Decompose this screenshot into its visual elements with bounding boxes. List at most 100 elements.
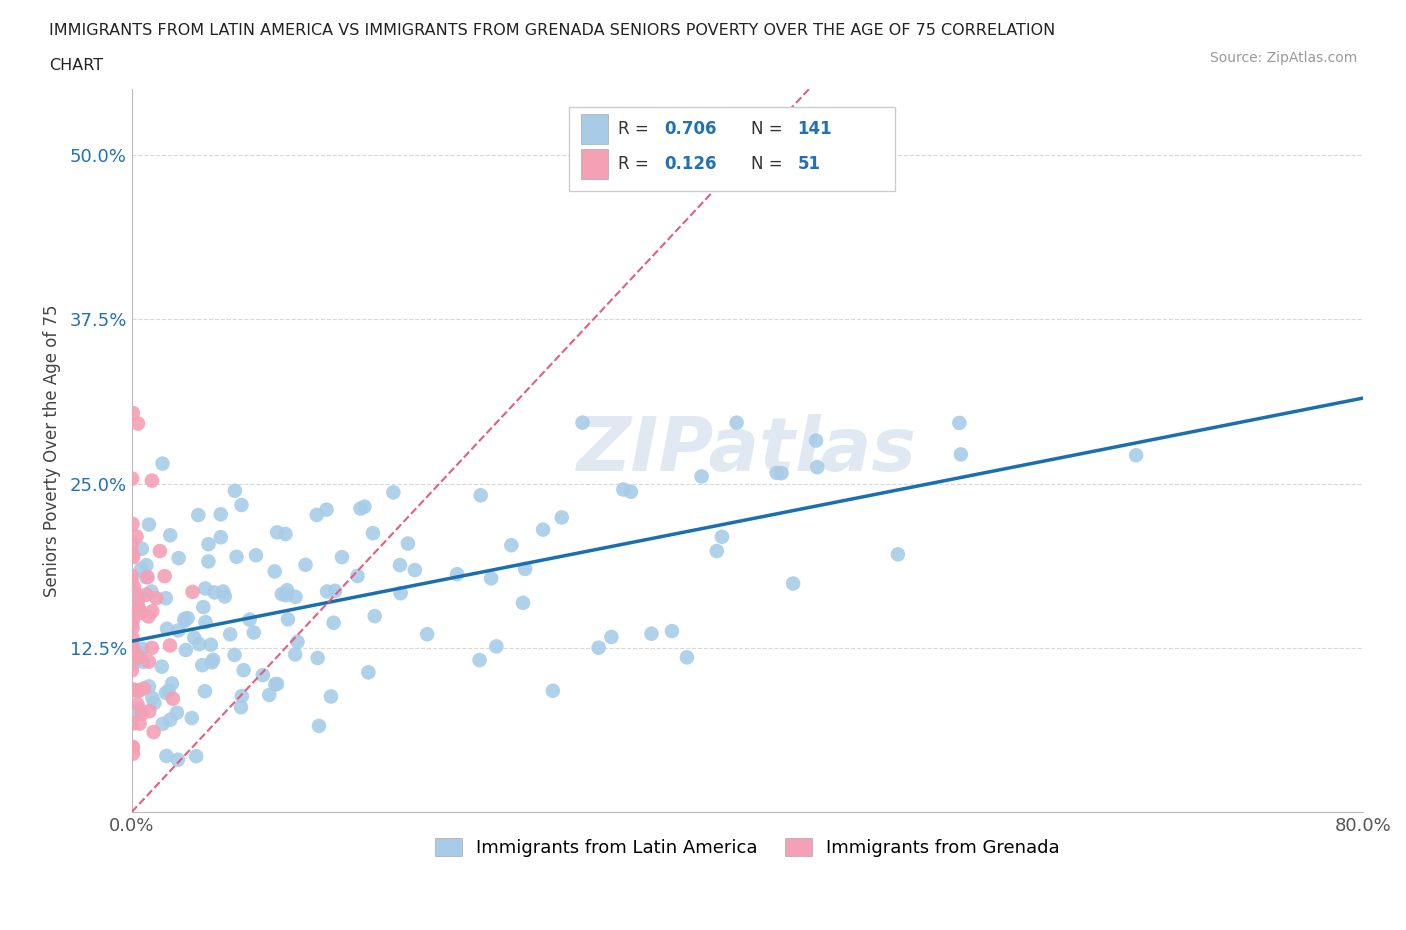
- Point: [122, 612, 145, 627]
- Point: [159, 638, 181, 653]
- Point: [323, 583, 346, 598]
- Point: [501, 538, 523, 552]
- Point: [706, 544, 728, 559]
- Point: [245, 548, 267, 563]
- Point: [197, 537, 219, 551]
- Point: [201, 655, 224, 670]
- Point: [129, 562, 152, 577]
- Text: Source: ZipAtlas.com: Source: ZipAtlas.com: [1209, 51, 1357, 65]
- Point: [135, 570, 157, 585]
- Point: [122, 550, 145, 565]
- Point: [128, 649, 150, 664]
- Point: [121, 716, 143, 731]
- Y-axis label: Seniors Poverty Over the Age of 75: Seniors Poverty Over the Age of 75: [44, 304, 60, 597]
- Text: N =: N =: [751, 154, 787, 173]
- Point: [141, 641, 163, 656]
- Point: [143, 696, 166, 711]
- Point: [135, 587, 157, 602]
- Point: [571, 415, 593, 430]
- Point: [307, 650, 329, 665]
- Point: [121, 639, 143, 654]
- Point: [121, 663, 143, 678]
- Point: [382, 485, 405, 499]
- Point: [121, 516, 143, 531]
- Point: [124, 703, 146, 718]
- Point: [404, 563, 426, 578]
- Point: [661, 624, 683, 639]
- Point: [121, 405, 143, 420]
- Point: [541, 684, 564, 698]
- Point: [155, 591, 177, 605]
- Point: [152, 716, 174, 731]
- Point: [276, 583, 298, 598]
- Point: [125, 588, 148, 603]
- Point: [287, 634, 309, 649]
- Point: [770, 466, 793, 481]
- Point: [125, 683, 148, 698]
- Point: [264, 677, 287, 692]
- Point: [121, 617, 143, 631]
- Point: [125, 529, 148, 544]
- FancyBboxPatch shape: [581, 114, 607, 144]
- Point: [121, 739, 143, 754]
- Point: [129, 702, 152, 717]
- Point: [181, 584, 204, 599]
- Point: [127, 650, 149, 665]
- Point: [389, 586, 412, 601]
- Legend: Immigrants from Latin America, Immigrants from Grenada: Immigrants from Latin America, Immigrant…: [427, 830, 1067, 864]
- Point: [315, 502, 337, 517]
- Point: [121, 537, 143, 551]
- Text: 0.706: 0.706: [665, 120, 717, 139]
- Point: [531, 522, 554, 537]
- Point: [141, 691, 163, 706]
- Point: [588, 640, 610, 655]
- Point: [162, 691, 184, 706]
- Point: [121, 584, 143, 599]
- Point: [512, 595, 534, 610]
- Point: [124, 655, 146, 670]
- Point: [131, 642, 153, 657]
- Point: [214, 589, 236, 604]
- Point: [225, 550, 247, 565]
- Point: [416, 627, 439, 642]
- Point: [316, 584, 339, 599]
- Point: [122, 579, 145, 594]
- Point: [232, 663, 254, 678]
- Point: [229, 699, 252, 714]
- Point: [138, 679, 160, 694]
- Point: [949, 447, 972, 462]
- Point: [284, 647, 307, 662]
- Text: IMMIGRANTS FROM LATIN AMERICA VS IMMIGRANTS FROM GRENADA SENIORS POVERTY OVER TH: IMMIGRANTS FROM LATIN AMERICA VS IMMIGRA…: [49, 23, 1056, 38]
- Point: [132, 681, 155, 696]
- Point: [173, 614, 195, 629]
- Point: [388, 558, 411, 573]
- Point: [270, 587, 292, 602]
- Point: [263, 564, 285, 578]
- Point: [150, 659, 173, 674]
- Point: [346, 568, 368, 583]
- Point: [676, 650, 699, 665]
- Point: [620, 485, 643, 499]
- Point: [224, 484, 246, 498]
- Point: [294, 557, 316, 572]
- Point: [180, 711, 202, 725]
- Point: [470, 488, 492, 503]
- Point: [138, 704, 160, 719]
- Point: [121, 606, 143, 621]
- Point: [138, 609, 160, 624]
- Point: [122, 746, 145, 761]
- Point: [152, 456, 174, 471]
- Point: [167, 752, 190, 767]
- Point: [142, 724, 165, 739]
- Point: [804, 433, 827, 448]
- Point: [274, 588, 297, 603]
- Point: [357, 665, 380, 680]
- Point: [159, 528, 181, 543]
- Point: [330, 550, 353, 565]
- Point: [396, 536, 419, 551]
- Point: [191, 658, 214, 672]
- Text: 51: 51: [797, 154, 821, 173]
- Point: [128, 716, 150, 731]
- Text: R =: R =: [617, 154, 654, 173]
- Point: [266, 525, 288, 539]
